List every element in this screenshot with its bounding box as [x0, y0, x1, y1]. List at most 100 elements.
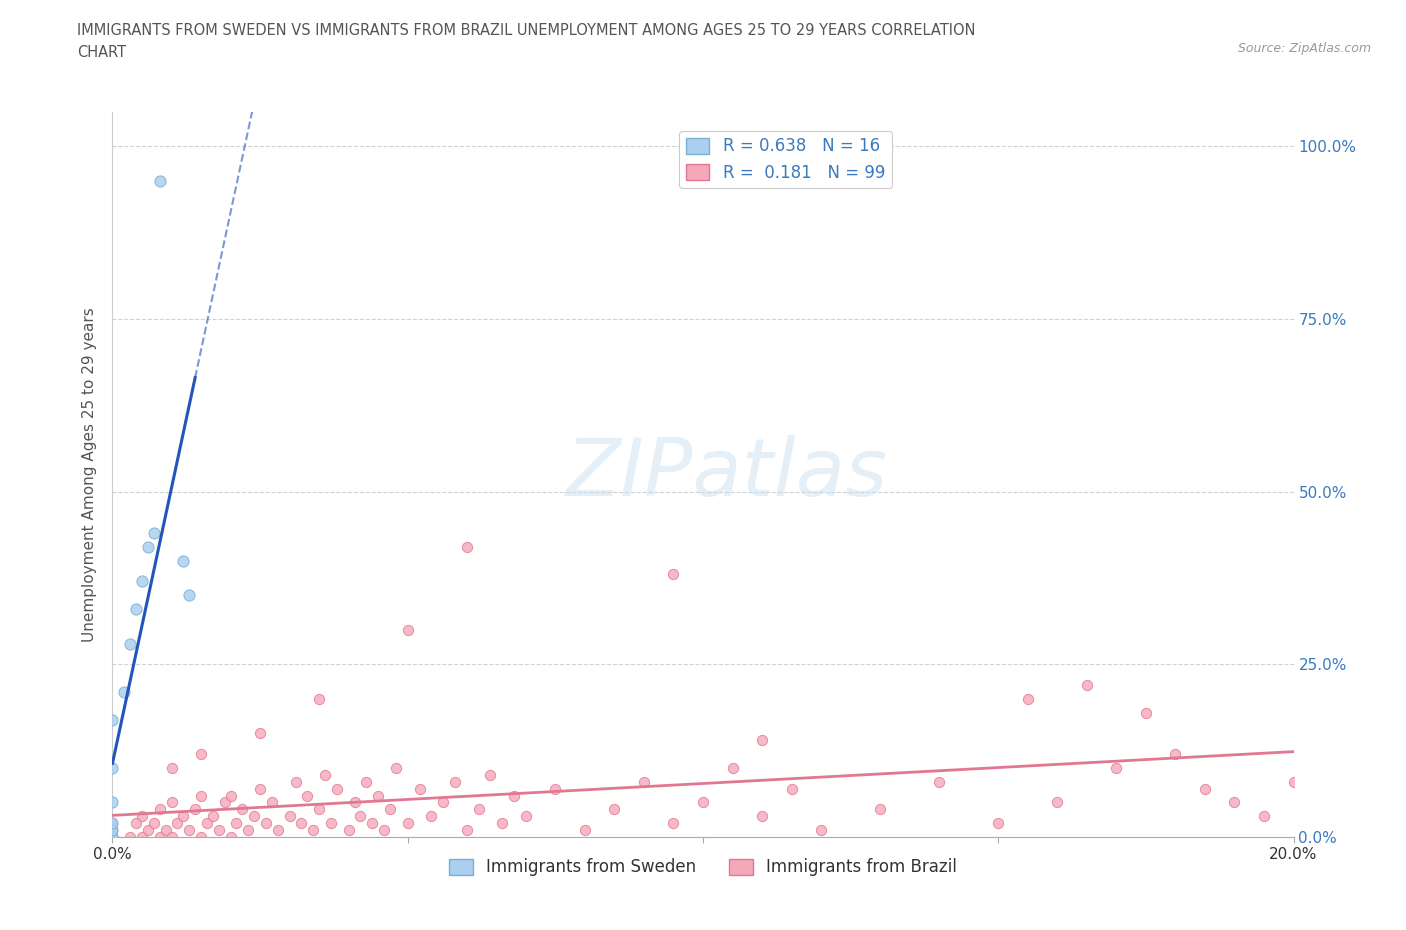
- Point: [101, 823, 124, 838]
- Point: [201, 809, 224, 824]
- Point: [869, 802, 891, 817]
- Point: [184, 802, 207, 817]
- Point: [1282, 775, 1305, 790]
- Point: [385, 761, 408, 776]
- Text: IMMIGRANTS FROM SWEDEN VS IMMIGRANTS FROM BRAZIL UNEMPLOYMENT AMONG AGES 25 TO 2: IMMIGRANTS FROM SWEDEN VS IMMIGRANTS FRO…: [77, 23, 976, 38]
- Point: [172, 553, 194, 568]
- Text: Source: ZipAtlas.com: Source: ZipAtlas.com: [1237, 42, 1371, 55]
- Point: [155, 823, 177, 838]
- Point: [396, 816, 419, 830]
- Point: [378, 802, 401, 817]
- Point: [544, 781, 567, 796]
- Point: [633, 775, 655, 790]
- Point: [343, 795, 366, 810]
- Point: [249, 726, 271, 741]
- Point: [662, 816, 685, 830]
- Point: [243, 809, 266, 824]
- Point: [160, 795, 183, 810]
- Point: [142, 816, 165, 830]
- Point: [267, 823, 290, 838]
- Point: [260, 795, 283, 810]
- Point: [142, 525, 165, 540]
- Point: [444, 775, 467, 790]
- Text: CHART: CHART: [77, 45, 127, 60]
- Point: [308, 691, 330, 706]
- Point: [467, 802, 489, 817]
- Point: [361, 816, 384, 830]
- Point: [515, 809, 537, 824]
- Point: [190, 747, 212, 762]
- Point: [172, 809, 194, 824]
- Point: [125, 816, 148, 830]
- Point: [120, 636, 142, 651]
- Point: [125, 602, 148, 617]
- Point: [214, 795, 236, 810]
- Point: [928, 775, 950, 790]
- Point: [101, 830, 124, 844]
- Point: [574, 823, 596, 838]
- Point: [297, 788, 319, 803]
- Point: [136, 539, 159, 554]
- Point: [195, 816, 218, 830]
- Point: [479, 767, 502, 782]
- Point: [166, 816, 188, 830]
- Point: [692, 795, 714, 810]
- Point: [1223, 795, 1246, 810]
- Point: [149, 802, 172, 817]
- Point: [751, 809, 773, 824]
- Point: [101, 816, 124, 830]
- Point: [662, 567, 685, 582]
- Point: [238, 823, 260, 838]
- Point: [420, 809, 443, 824]
- Point: [319, 816, 342, 830]
- Point: [987, 816, 1010, 830]
- Point: [120, 830, 142, 844]
- Point: [1253, 809, 1275, 824]
- Point: [131, 574, 153, 589]
- Point: [326, 781, 349, 796]
- Point: [308, 802, 330, 817]
- Point: [136, 823, 159, 838]
- Point: [131, 809, 153, 824]
- Point: [101, 830, 124, 844]
- Point: [219, 788, 242, 803]
- Point: [1046, 795, 1069, 810]
- Point: [278, 809, 301, 824]
- Point: [101, 830, 124, 844]
- Point: [101, 830, 124, 844]
- Point: [112, 684, 135, 699]
- Point: [101, 823, 124, 838]
- Point: [810, 823, 832, 838]
- Point: [1017, 691, 1039, 706]
- Point: [249, 781, 271, 796]
- Point: [101, 830, 124, 844]
- Point: [751, 733, 773, 748]
- Point: [349, 809, 371, 824]
- Point: [337, 823, 360, 838]
- Point: [721, 761, 744, 776]
- Point: [603, 802, 626, 817]
- Point: [1194, 781, 1216, 796]
- Point: [284, 775, 307, 790]
- Point: [101, 830, 124, 844]
- Point: [160, 761, 183, 776]
- Point: [373, 823, 395, 838]
- Point: [101, 830, 124, 844]
- Point: [1164, 747, 1187, 762]
- Point: [190, 830, 212, 844]
- Point: [396, 622, 419, 637]
- Legend: Immigrants from Sweden, Immigrants from Brazil: Immigrants from Sweden, Immigrants from …: [443, 852, 963, 883]
- Point: [456, 539, 478, 554]
- Point: [408, 781, 430, 796]
- Point: [101, 795, 124, 810]
- Point: [1105, 761, 1128, 776]
- Y-axis label: Unemployment Among Ages 25 to 29 years: Unemployment Among Ages 25 to 29 years: [82, 307, 97, 642]
- Point: [456, 823, 478, 838]
- Text: ZIPatlas: ZIPatlas: [565, 435, 887, 513]
- Point: [356, 775, 378, 790]
- Point: [780, 781, 803, 796]
- Point: [208, 823, 231, 838]
- Point: [179, 588, 201, 603]
- Point: [101, 761, 124, 776]
- Point: [101, 830, 124, 844]
